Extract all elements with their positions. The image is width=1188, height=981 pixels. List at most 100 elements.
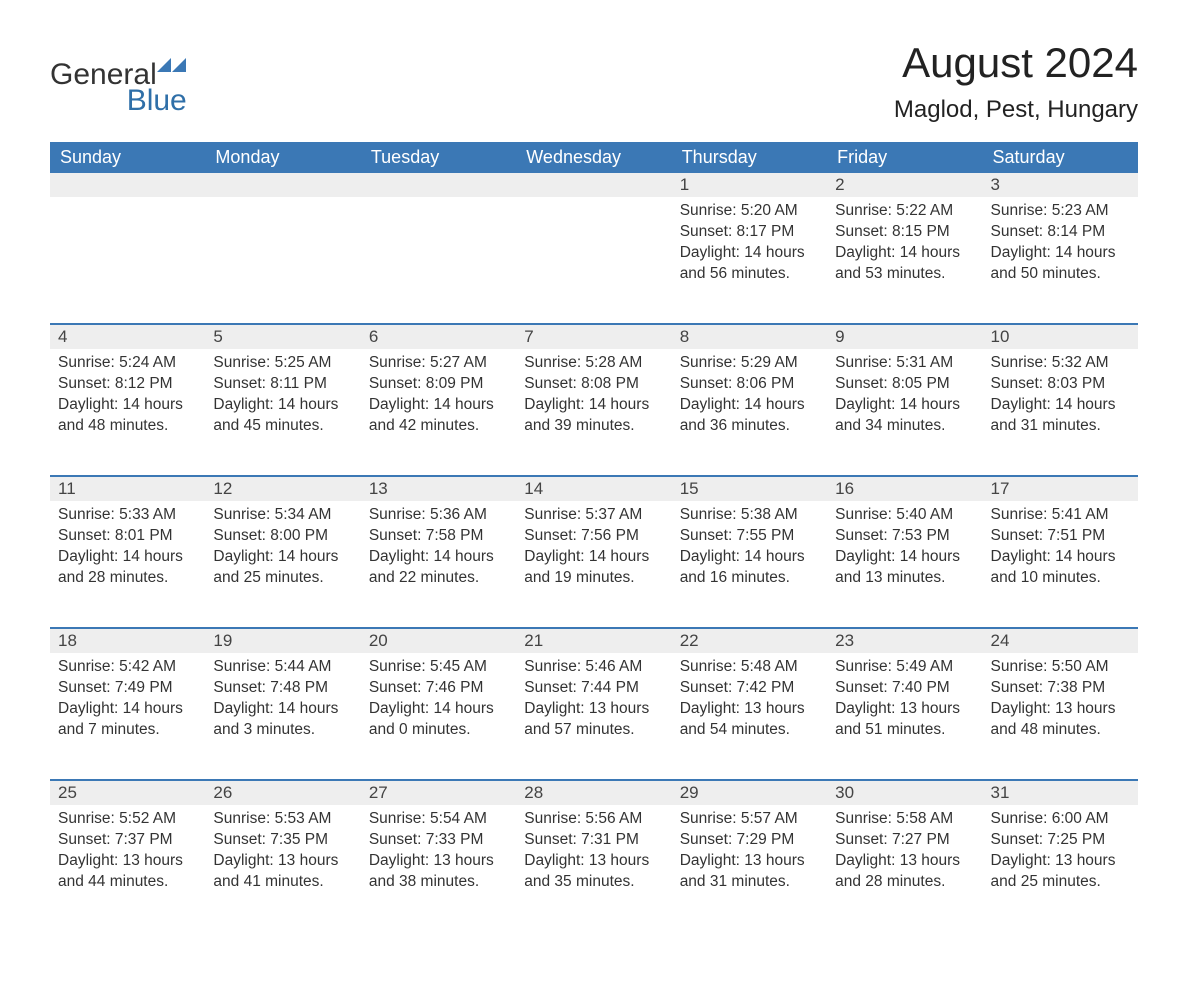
day-number-cell [361, 173, 516, 197]
daylight-text: Daylight: 14 hours and 34 minutes. [835, 395, 974, 437]
day-number: 20 [361, 627, 516, 653]
sunset-text: Sunset: 8:00 PM [213, 526, 352, 547]
daylight-text: Daylight: 13 hours and 41 minutes. [213, 851, 352, 893]
day-number: 10 [983, 323, 1138, 349]
sunrise-text: Sunrise: 5:44 AM [213, 657, 352, 678]
day-content: Sunrise: 5:28 AMSunset: 8:08 PMDaylight:… [516, 349, 671, 449]
day-cell: Sunrise: 5:57 AMSunset: 7:29 PMDaylight:… [672, 805, 827, 931]
daylight-text: Daylight: 13 hours and 48 minutes. [991, 699, 1130, 741]
day-number-cell: 14 [516, 475, 671, 501]
day-number-cell: 3 [983, 173, 1138, 197]
sunset-text: Sunset: 7:51 PM [991, 526, 1130, 547]
day-number-cell: 7 [516, 323, 671, 349]
week-number-row: 11121314151617 [50, 475, 1138, 501]
day-cell: Sunrise: 5:45 AMSunset: 7:46 PMDaylight:… [361, 653, 516, 779]
sunrise-text: Sunrise: 5:27 AM [369, 353, 508, 374]
daylight-text: Daylight: 13 hours and 38 minutes. [369, 851, 508, 893]
day-number-cell: 12 [205, 475, 360, 501]
daylight-text: Daylight: 14 hours and 19 minutes. [524, 547, 663, 589]
page-header: General Blue August 2024 Maglod, Pest, H… [50, 40, 1138, 124]
day-number-cell: 20 [361, 627, 516, 653]
sunset-text: Sunset: 8:09 PM [369, 374, 508, 395]
daylight-text: Daylight: 14 hours and 56 minutes. [680, 243, 819, 285]
day-cell: Sunrise: 5:20 AMSunset: 8:17 PMDaylight:… [672, 197, 827, 323]
day-cell [205, 197, 360, 323]
day-content: Sunrise: 5:38 AMSunset: 7:55 PMDaylight:… [672, 501, 827, 601]
sunset-text: Sunset: 7:55 PM [680, 526, 819, 547]
sunset-text: Sunset: 8:15 PM [835, 222, 974, 243]
day-cell: Sunrise: 5:37 AMSunset: 7:56 PMDaylight:… [516, 501, 671, 627]
sunrise-text: Sunrise: 5:56 AM [524, 809, 663, 830]
day-content: Sunrise: 5:57 AMSunset: 7:29 PMDaylight:… [672, 805, 827, 905]
sunset-text: Sunset: 7:38 PM [991, 678, 1130, 699]
day-content: Sunrise: 5:48 AMSunset: 7:42 PMDaylight:… [672, 653, 827, 753]
sunset-text: Sunset: 7:49 PM [58, 678, 197, 699]
sunrise-text: Sunrise: 5:46 AM [524, 657, 663, 678]
day-number-cell [50, 173, 205, 197]
day-number-cell: 23 [827, 627, 982, 653]
sunrise-text: Sunrise: 5:45 AM [369, 657, 508, 678]
day-cell: Sunrise: 5:44 AMSunset: 7:48 PMDaylight:… [205, 653, 360, 779]
day-number-cell: 31 [983, 779, 1138, 805]
day-number-cell: 19 [205, 627, 360, 653]
day-header: Friday [827, 142, 982, 173]
week-content-row: Sunrise: 5:42 AMSunset: 7:49 PMDaylight:… [50, 653, 1138, 779]
daylight-text: Daylight: 13 hours and 57 minutes. [524, 699, 663, 741]
day-number: 7 [516, 323, 671, 349]
day-content: Sunrise: 5:52 AMSunset: 7:37 PMDaylight:… [50, 805, 205, 905]
daylight-text: Daylight: 14 hours and 42 minutes. [369, 395, 508, 437]
sunrise-text: Sunrise: 5:31 AM [835, 353, 974, 374]
daylight-text: Daylight: 13 hours and 51 minutes. [835, 699, 974, 741]
day-number-cell: 10 [983, 323, 1138, 349]
sunset-text: Sunset: 7:58 PM [369, 526, 508, 547]
empty-day [50, 173, 205, 197]
day-content: Sunrise: 5:42 AMSunset: 7:49 PMDaylight:… [50, 653, 205, 753]
day-number-cell: 18 [50, 627, 205, 653]
day-cell: Sunrise: 5:41 AMSunset: 7:51 PMDaylight:… [983, 501, 1138, 627]
daylight-text: Daylight: 13 hours and 31 minutes. [680, 851, 819, 893]
daylight-text: Daylight: 14 hours and 25 minutes. [213, 547, 352, 589]
daylight-text: Daylight: 14 hours and 3 minutes. [213, 699, 352, 741]
sunset-text: Sunset: 8:06 PM [680, 374, 819, 395]
day-content: Sunrise: 5:20 AMSunset: 8:17 PMDaylight:… [672, 197, 827, 297]
sunset-text: Sunset: 7:29 PM [680, 830, 819, 851]
day-content: Sunrise: 5:40 AMSunset: 7:53 PMDaylight:… [827, 501, 982, 601]
week-number-row: 18192021222324 [50, 627, 1138, 653]
week-number-row: 45678910 [50, 323, 1138, 349]
daylight-text: Daylight: 14 hours and 16 minutes. [680, 547, 819, 589]
day-cell: Sunrise: 5:31 AMSunset: 8:05 PMDaylight:… [827, 349, 982, 475]
day-number-cell: 22 [672, 627, 827, 653]
day-number: 31 [983, 779, 1138, 805]
empty-day [361, 173, 516, 197]
day-content: Sunrise: 5:56 AMSunset: 7:31 PMDaylight:… [516, 805, 671, 905]
day-number-cell: 5 [205, 323, 360, 349]
sunset-text: Sunset: 7:48 PM [213, 678, 352, 699]
calendar-body: 12 3 Sunrise: 5:20 AMSunset: 8:17 PMDaylig… [50, 173, 1138, 931]
day-content: Sunrise: 6:00 AMSunset: 7:25 PMDaylight:… [983, 805, 1138, 905]
day-number-cell: 15 [672, 475, 827, 501]
sunrise-text: Sunrise: 5:37 AM [524, 505, 663, 526]
day-number-cell: 16 [827, 475, 982, 501]
day-number-cell: 9 [827, 323, 982, 349]
sunset-text: Sunset: 8:12 PM [58, 374, 197, 395]
day-number: 24 [983, 627, 1138, 653]
sunrise-text: Sunrise: 5:23 AM [991, 201, 1130, 222]
day-header: Wednesday [516, 142, 671, 173]
day-cell [361, 197, 516, 323]
day-cell: Sunrise: 5:56 AMSunset: 7:31 PMDaylight:… [516, 805, 671, 931]
day-content: Sunrise: 5:31 AMSunset: 8:05 PMDaylight:… [827, 349, 982, 449]
sunset-text: Sunset: 8:17 PM [680, 222, 819, 243]
location-subtitle: Maglod, Pest, Hungary [894, 96, 1138, 124]
day-number-cell: 21 [516, 627, 671, 653]
day-cell: Sunrise: 5:52 AMSunset: 7:37 PMDaylight:… [50, 805, 205, 931]
day-number-cell [516, 173, 671, 197]
sunrise-text: Sunrise: 5:22 AM [835, 201, 974, 222]
day-cell: Sunrise: 6:00 AMSunset: 7:25 PMDaylight:… [983, 805, 1138, 931]
day-cell [50, 197, 205, 323]
sunset-text: Sunset: 7:25 PM [991, 830, 1130, 851]
sunrise-text: Sunrise: 5:58 AM [835, 809, 974, 830]
day-number-cell: 28 [516, 779, 671, 805]
sunset-text: Sunset: 8:08 PM [524, 374, 663, 395]
day-number: 18 [50, 627, 205, 653]
week-content-row: Sunrise: 5:24 AMSunset: 8:12 PMDaylight:… [50, 349, 1138, 475]
